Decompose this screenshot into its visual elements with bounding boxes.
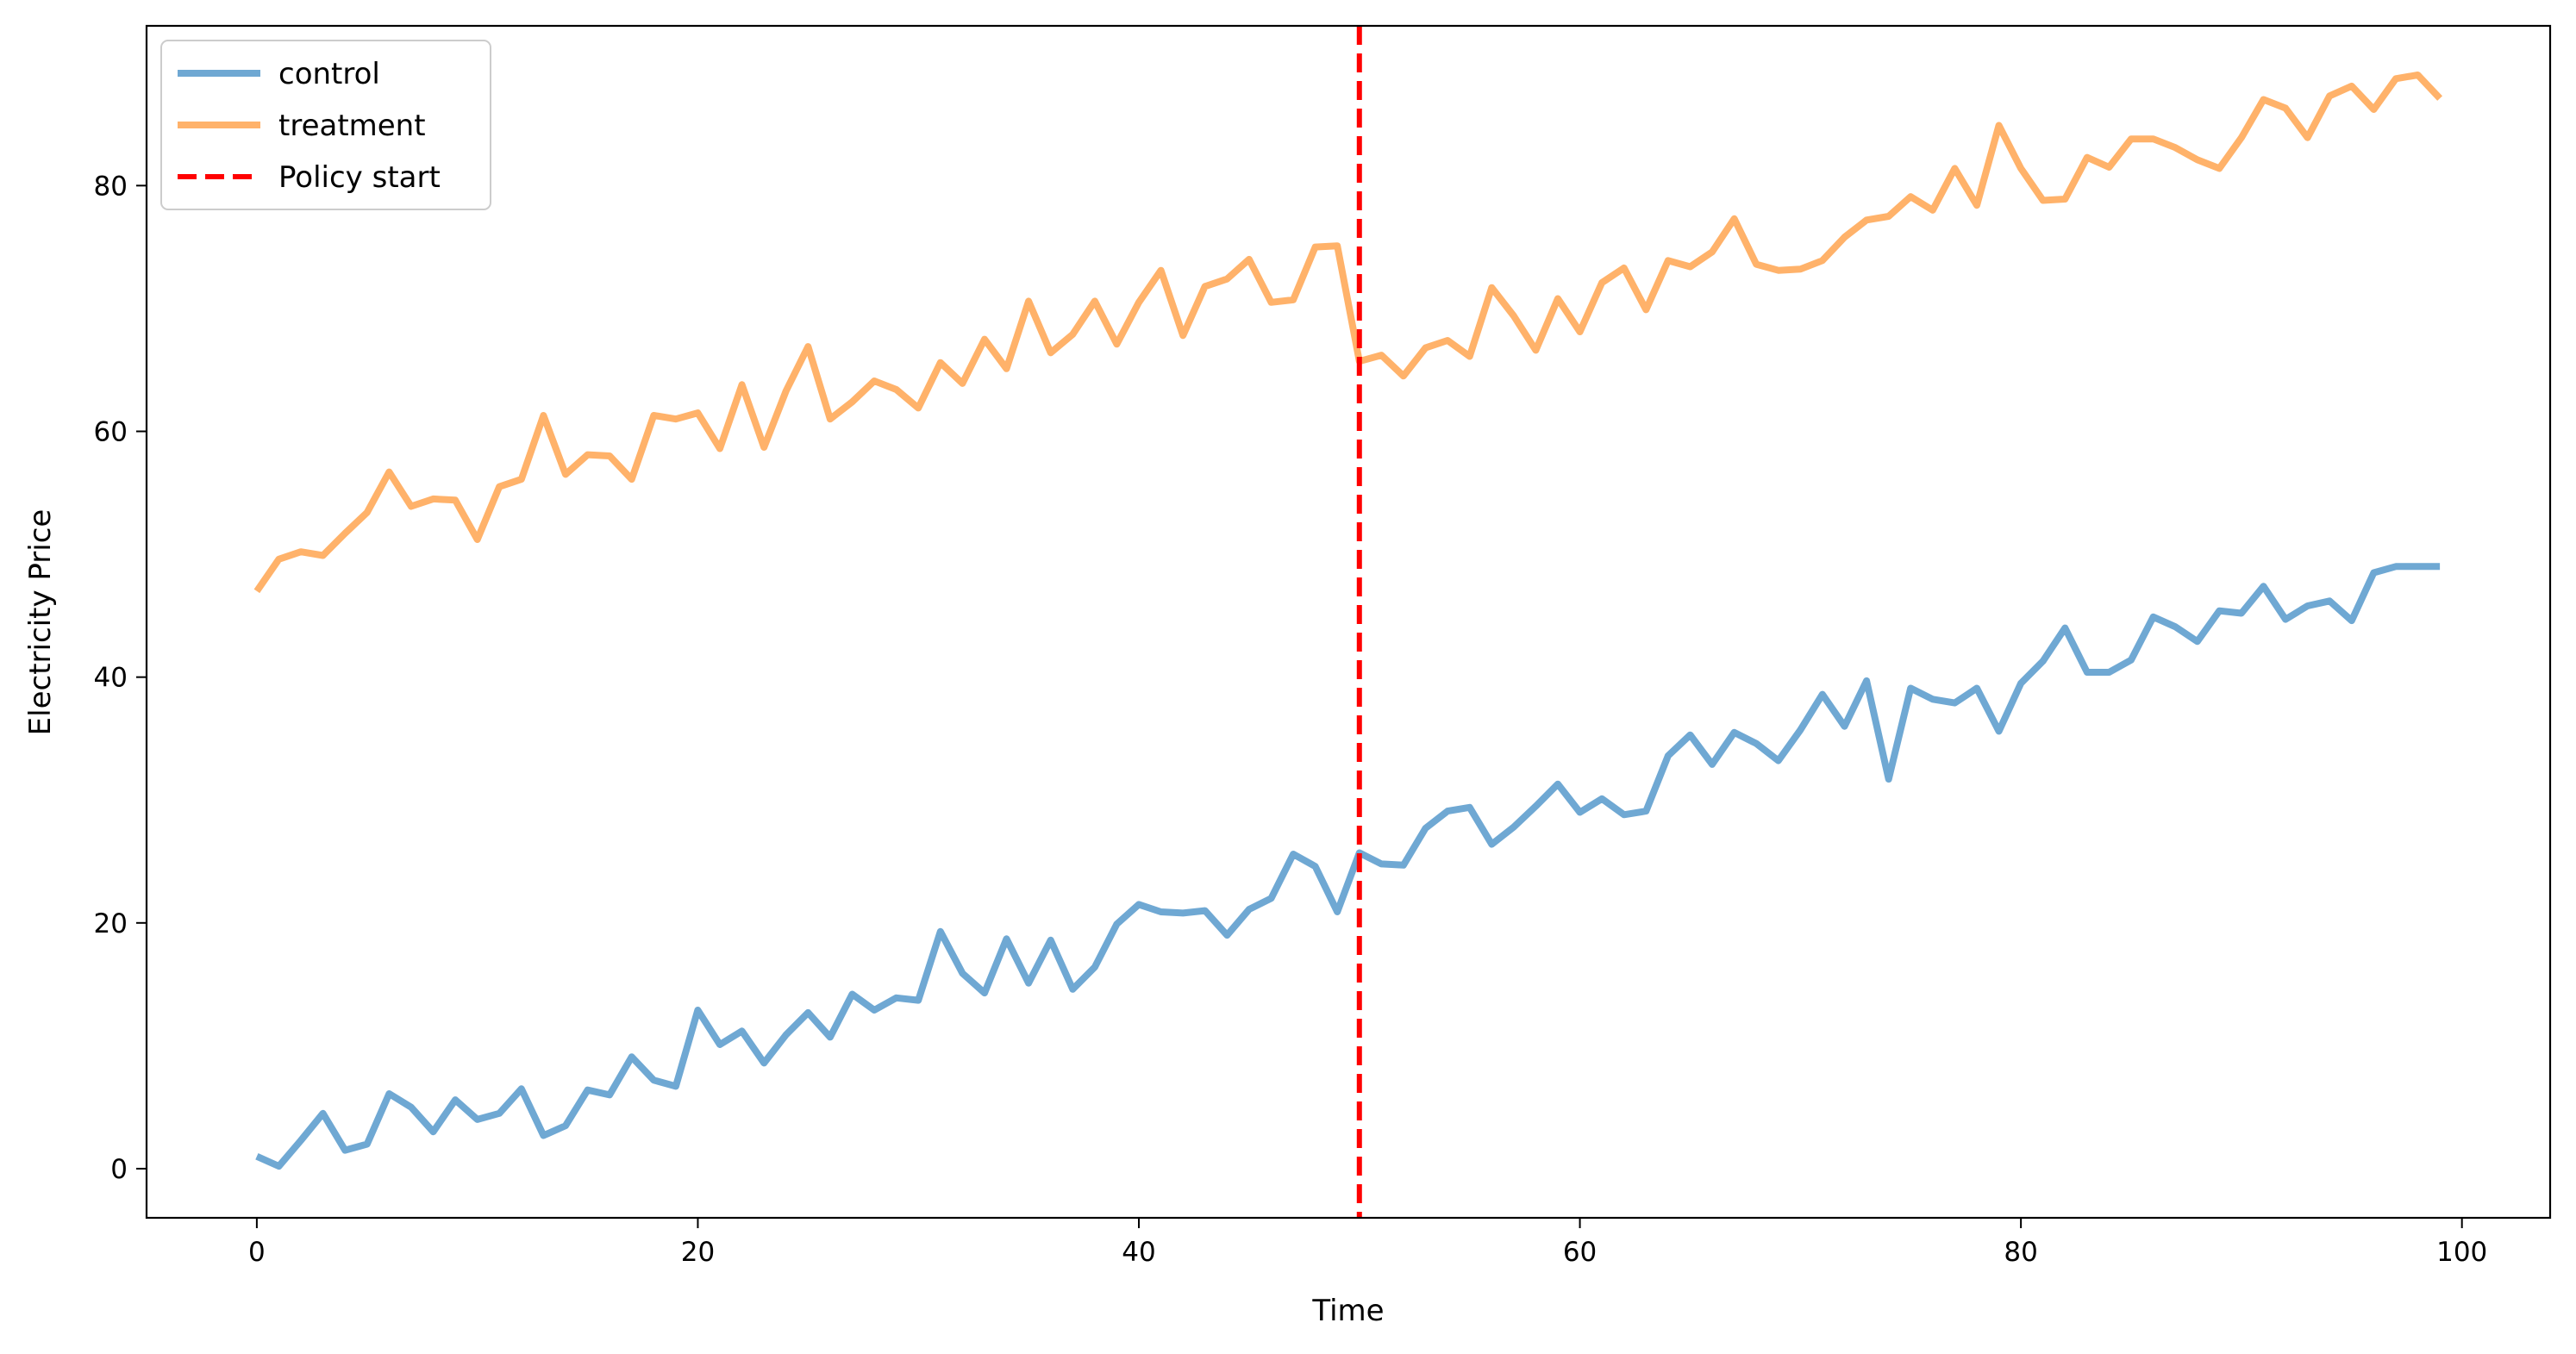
legend-box <box>160 40 491 210</box>
y-tick-label: 60 <box>94 417 128 448</box>
x-axis-label: Time <box>1311 1294 1384 1328</box>
x-tick-label: 100 <box>2436 1237 2487 1268</box>
legend-label-policy-start: Policy start <box>278 160 441 195</box>
legend-label-control: control <box>278 57 380 91</box>
plot-background <box>147 26 2550 1218</box>
legend: control treatment Policy start <box>160 40 491 210</box>
x-tick-label: 80 <box>2004 1237 2037 1268</box>
series-line-treatment <box>253 72 2443 594</box>
y-tick-label: 20 <box>94 908 128 939</box>
series-line-control <box>255 563 2441 1170</box>
x-tick-label: 0 <box>248 1237 266 1268</box>
x-tick-label: 40 <box>1122 1237 1155 1268</box>
legend-label-treatment: treatment <box>278 109 426 143</box>
series-layer <box>253 72 2443 1170</box>
y-axis: 0 20 40 60 80 <box>94 171 147 1185</box>
y-tick-label: 0 <box>110 1154 128 1185</box>
x-axis: 0 20 40 60 80 100 <box>248 1218 2487 1268</box>
y-tick-label: 80 <box>94 171 128 202</box>
y-axis-label: Electricity Price <box>23 509 58 736</box>
y-tick-label: 40 <box>94 663 128 694</box>
plot-frame <box>145 24 2552 1220</box>
x-tick-label: 60 <box>1563 1237 1597 1268</box>
x-tick-label: 20 <box>681 1237 715 1268</box>
